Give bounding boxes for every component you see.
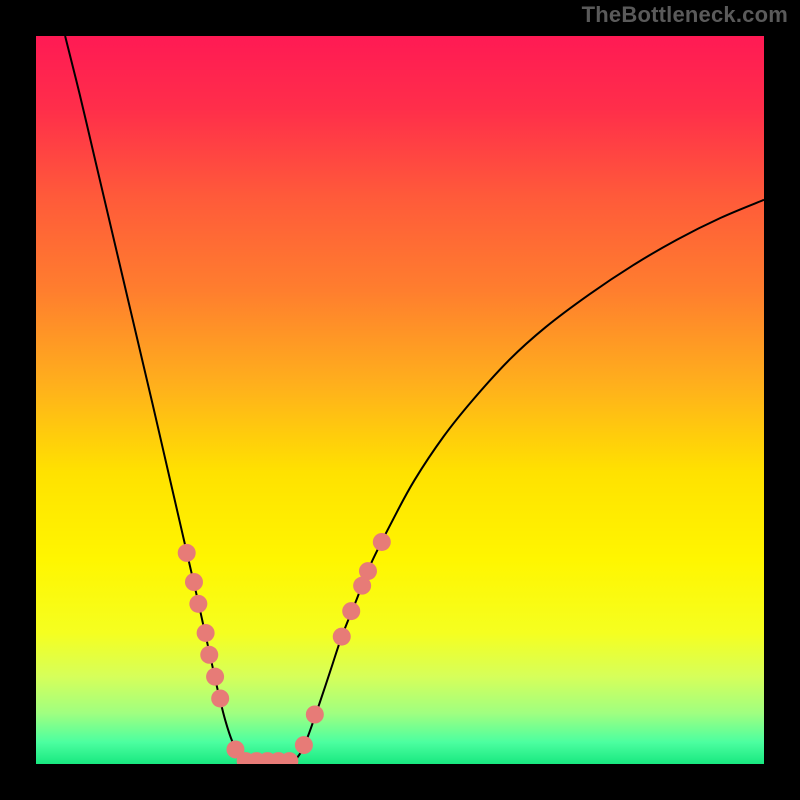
data-marker	[280, 752, 298, 770]
data-marker	[306, 706, 324, 724]
data-marker	[206, 668, 224, 686]
data-marker	[359, 562, 377, 580]
data-marker	[185, 573, 203, 591]
data-marker	[211, 689, 229, 707]
plot-background	[36, 36, 764, 764]
bottleneck-chart	[0, 0, 800, 800]
data-marker	[200, 646, 218, 664]
data-marker	[373, 533, 391, 551]
chart-stage: TheBottleneck.com	[0, 0, 800, 800]
data-marker	[189, 595, 207, 613]
data-marker	[342, 602, 360, 620]
data-marker	[178, 544, 196, 562]
data-marker	[295, 736, 313, 754]
data-marker	[197, 624, 215, 642]
data-marker	[333, 628, 351, 646]
